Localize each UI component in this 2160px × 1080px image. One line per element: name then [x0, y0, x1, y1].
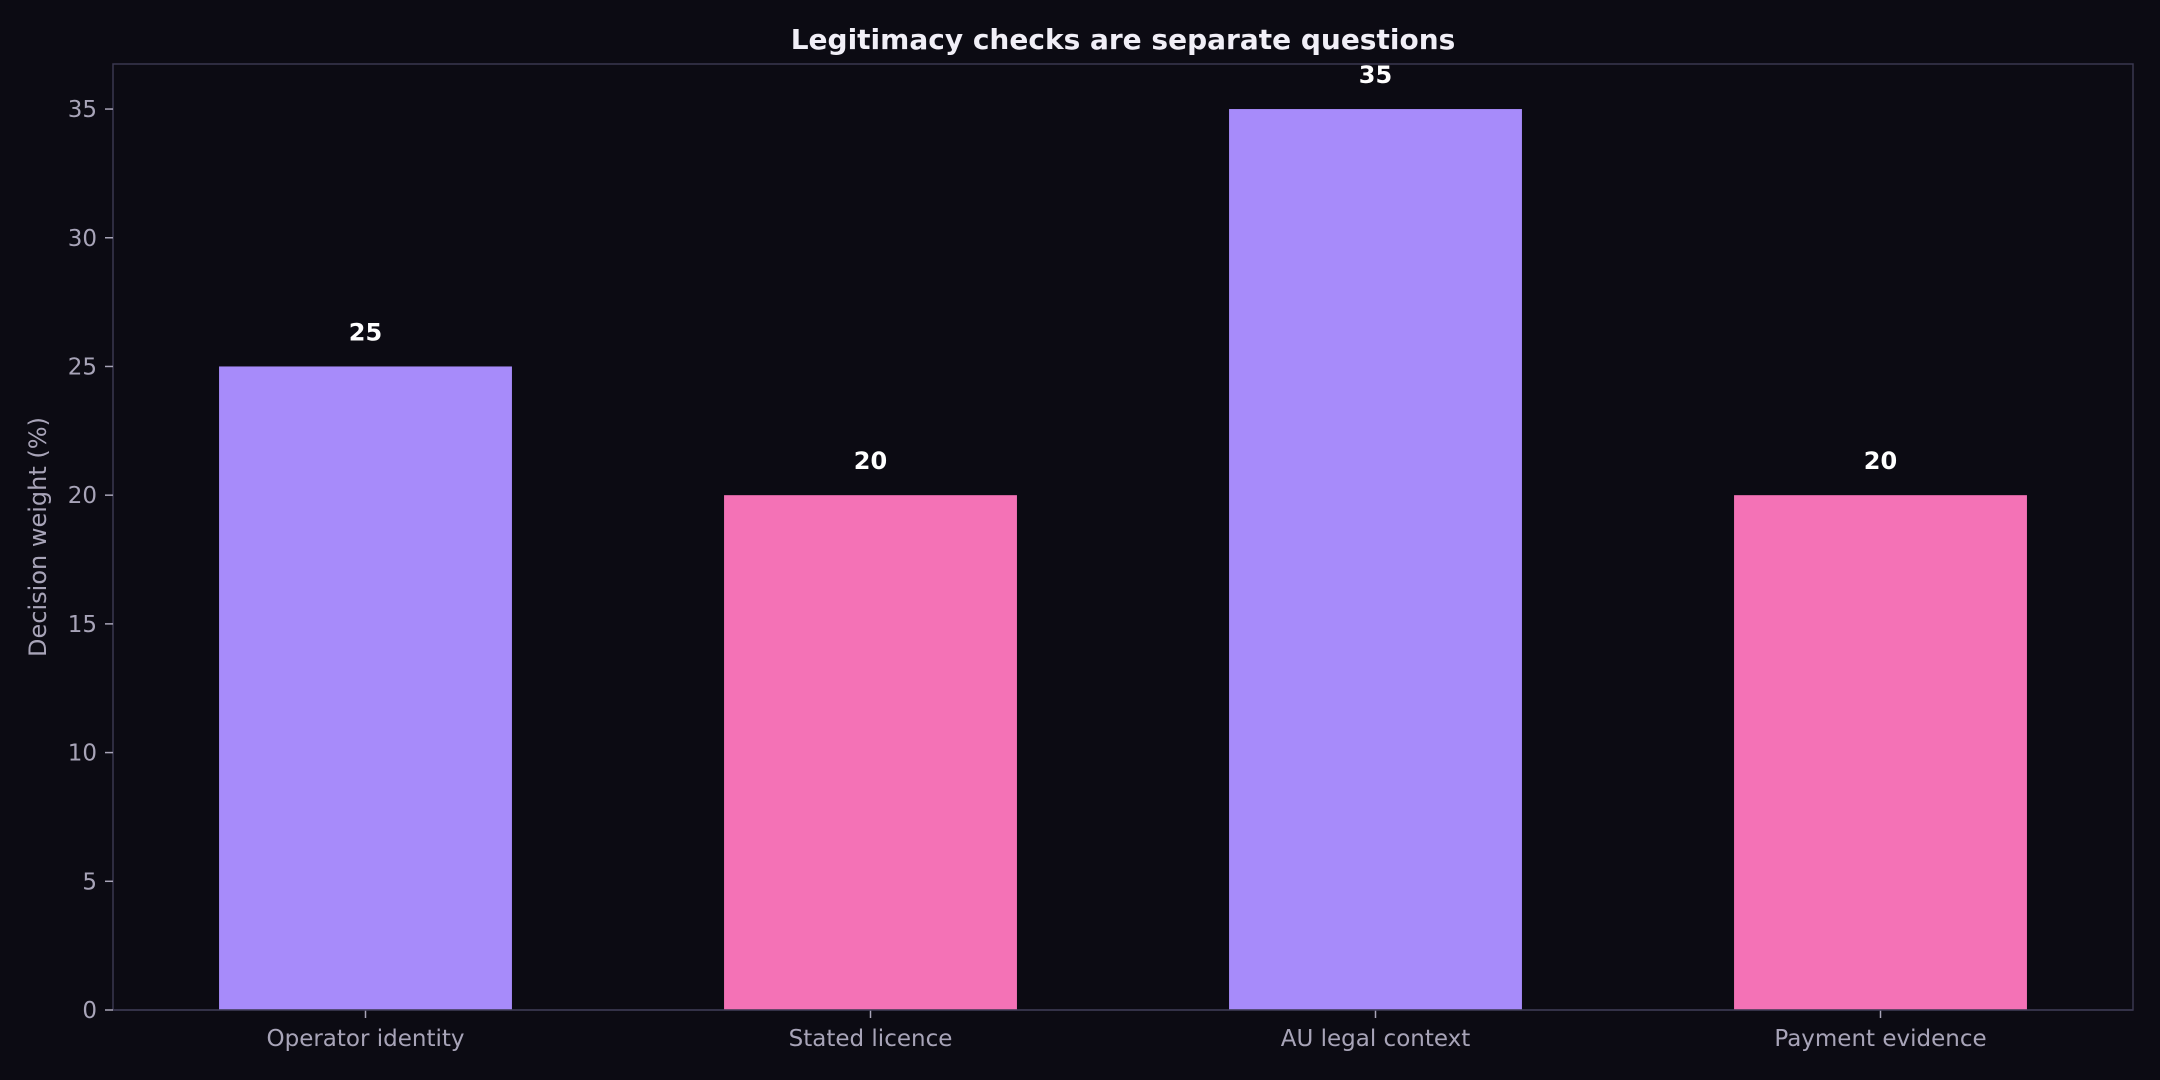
bar-value-label: 25: [349, 318, 382, 346]
y-tick-label: 35: [68, 97, 97, 123]
bar-value-label: 20: [854, 447, 887, 475]
y-tick-label: 5: [82, 869, 97, 895]
y-tick-label: 0: [82, 998, 97, 1024]
chart-title: Legitimacy checks are separate questions: [791, 23, 1456, 56]
x-axis: Operator identity Stated licence AU legal …: [113, 1009, 2133, 1052]
bar: [219, 366, 512, 1010]
x-tick-label: AU legal context: [1281, 1026, 1471, 1052]
data-labels: 25 20 35 20: [349, 61, 1897, 475]
bar-value-label: 20: [1864, 447, 1897, 475]
y-axis-label: Decision weight (%): [24, 417, 52, 657]
y-tick-label: 20: [68, 483, 97, 509]
x-tick-label: Stated licence: [789, 1026, 953, 1052]
bar: [724, 495, 1017, 1011]
y-tick-label: 15: [68, 612, 97, 638]
bar-series: [219, 109, 2027, 1011]
y-tick-label: 25: [68, 354, 97, 380]
bar: [1734, 495, 2027, 1011]
y-axis: 0 5 10 15 20 25 30 35: [68, 97, 113, 1024]
y-tick-label: 30: [68, 226, 97, 252]
x-tick-label: Operator identity: [266, 1026, 464, 1052]
bar: [1229, 109, 1522, 1011]
y-tick-label: 10: [68, 741, 97, 767]
bar-value-label: 35: [1359, 61, 1392, 89]
x-tick-label: Payment evidence: [1774, 1026, 1986, 1052]
